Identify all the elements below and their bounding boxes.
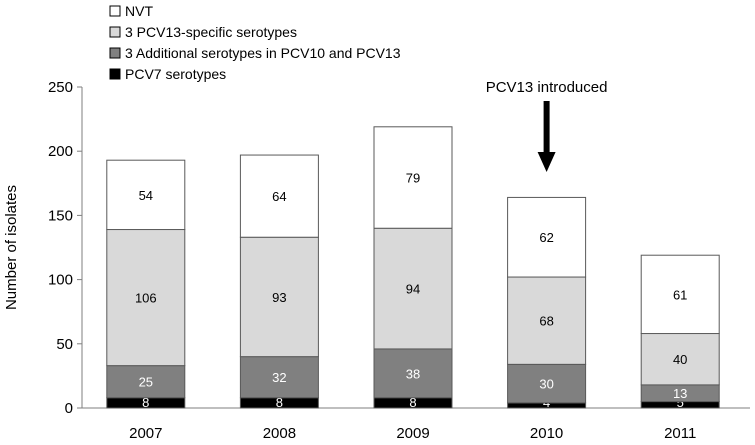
data-label: 40 xyxy=(673,352,687,367)
legend-swatch xyxy=(109,47,121,59)
bar-segment xyxy=(507,276,587,365)
legend-label: 3 PCV13-specific serotypes xyxy=(125,24,297,40)
x-category-label: 2010 xyxy=(530,425,563,442)
data-label: 5 xyxy=(677,395,684,410)
data-label: 25 xyxy=(139,375,153,390)
legend-swatch xyxy=(109,26,121,38)
data-label: 61 xyxy=(673,287,687,302)
data-label: 8 xyxy=(142,395,149,410)
bar-stack-2008: 8 32 93 64 xyxy=(239,154,319,410)
legend-label: NVT xyxy=(125,3,153,19)
legend-swatch xyxy=(109,68,121,80)
bar-segment xyxy=(507,196,587,278)
annotation-arrow-head xyxy=(537,152,556,172)
bar-segment xyxy=(640,333,720,386)
annotation: PCV13 introduced xyxy=(486,79,608,172)
legend-label: 3 Additional serotypes in PCV10 and PCV1… xyxy=(125,45,401,61)
data-label: 93 xyxy=(272,290,286,305)
bar-stack-2010: 4306862 xyxy=(507,196,587,410)
bar-stack-2011: 513 40 61 xyxy=(640,254,720,410)
data-label: 94 xyxy=(406,282,420,297)
axes: 0 50 100 150 200 250 Number of isolates 2007 200… xyxy=(3,79,750,442)
legend-swatch xyxy=(109,5,121,17)
legend-label: PCV7 serotypes xyxy=(125,66,226,82)
bar-segment xyxy=(373,348,453,399)
bar-stack-2009: 8 38 94 79 xyxy=(373,126,453,410)
data-label: 64 xyxy=(272,189,286,204)
data-label: 106 xyxy=(135,291,157,306)
data-label: 32 xyxy=(272,370,286,385)
y-tick-label: 100 xyxy=(48,272,73,289)
data-label: 54 xyxy=(139,188,153,203)
bar-segment xyxy=(373,126,453,229)
data-label: 8 xyxy=(409,395,416,410)
bar-segment xyxy=(106,365,186,399)
legend: NVT 3 PCV13-specific serotypes 3 Additiona… xyxy=(109,3,401,82)
x-category-label: 2007 xyxy=(129,425,162,442)
data-label: 62 xyxy=(539,230,553,245)
bar-segment xyxy=(239,236,319,358)
bar-segment xyxy=(239,154,319,238)
data-label: 30 xyxy=(539,377,553,392)
y-tick-label: 250 xyxy=(48,79,73,96)
y-tick-label: 200 xyxy=(48,143,73,160)
bar-stack-2007: 8 25 106 54 xyxy=(106,159,186,410)
bar-segment xyxy=(373,227,453,350)
data-label: 38 xyxy=(406,366,420,381)
y-tick-label: 0 xyxy=(65,400,73,417)
bar-segment xyxy=(106,229,186,367)
y-axis-title: Number of isolates xyxy=(3,185,20,310)
x-category-label: 2008 xyxy=(263,425,296,442)
x-category-label: 2009 xyxy=(396,425,429,442)
y-tick-label: 50 xyxy=(56,336,73,353)
data-label: 68 xyxy=(539,314,553,329)
data-label: 8 xyxy=(276,395,283,410)
bar-segment xyxy=(106,159,186,231)
bar-segment xyxy=(239,356,319,399)
annotation-label: PCV13 introduced xyxy=(486,79,608,96)
data-label: 13 xyxy=(673,386,687,401)
annotation-arrow-shaft xyxy=(543,101,550,154)
data-label: 79 xyxy=(406,171,420,186)
bar-segment xyxy=(640,254,720,335)
y-tick-label: 150 xyxy=(48,207,73,224)
bar-segment xyxy=(507,363,587,404)
bars: 825106548329364838947943068625134061 xyxy=(106,126,720,410)
x-category-label: 2011 xyxy=(664,425,696,442)
